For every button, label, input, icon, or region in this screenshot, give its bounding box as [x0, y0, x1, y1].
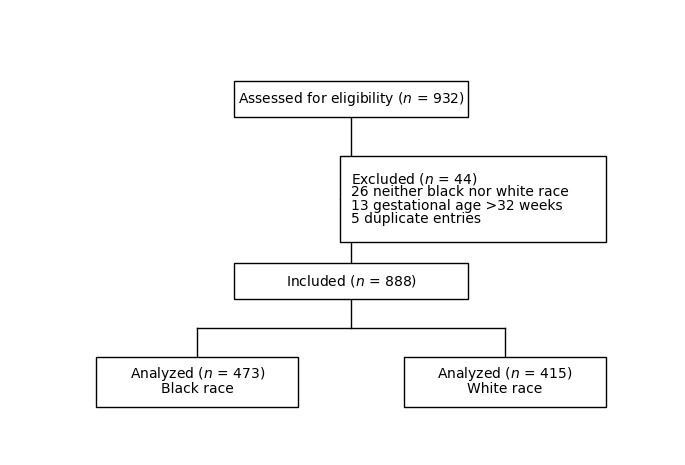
Text: Assessed for eligibility ($n$ = 932): Assessed for eligibility ($n$ = 932): [238, 90, 464, 108]
FancyBboxPatch shape: [234, 81, 468, 117]
Text: White race: White race: [467, 382, 543, 396]
FancyBboxPatch shape: [340, 156, 606, 242]
FancyBboxPatch shape: [234, 264, 468, 299]
FancyBboxPatch shape: [96, 357, 298, 407]
Text: Included ($n$ = 888): Included ($n$ = 888): [286, 273, 416, 289]
Text: 26 neither black nor white race: 26 neither black nor white race: [351, 185, 569, 199]
Text: Analyzed ($n$ = 415): Analyzed ($n$ = 415): [438, 365, 573, 384]
Text: Black race: Black race: [161, 382, 234, 396]
Text: 13 gestational age >32 weeks: 13 gestational age >32 weeks: [351, 199, 562, 213]
Text: 5 duplicate entries: 5 duplicate entries: [351, 213, 481, 226]
Text: Analyzed ($n$ = 473): Analyzed ($n$ = 473): [129, 365, 264, 384]
Text: Excluded ($n$ = 44): Excluded ($n$ = 44): [351, 171, 477, 186]
FancyBboxPatch shape: [404, 357, 606, 407]
